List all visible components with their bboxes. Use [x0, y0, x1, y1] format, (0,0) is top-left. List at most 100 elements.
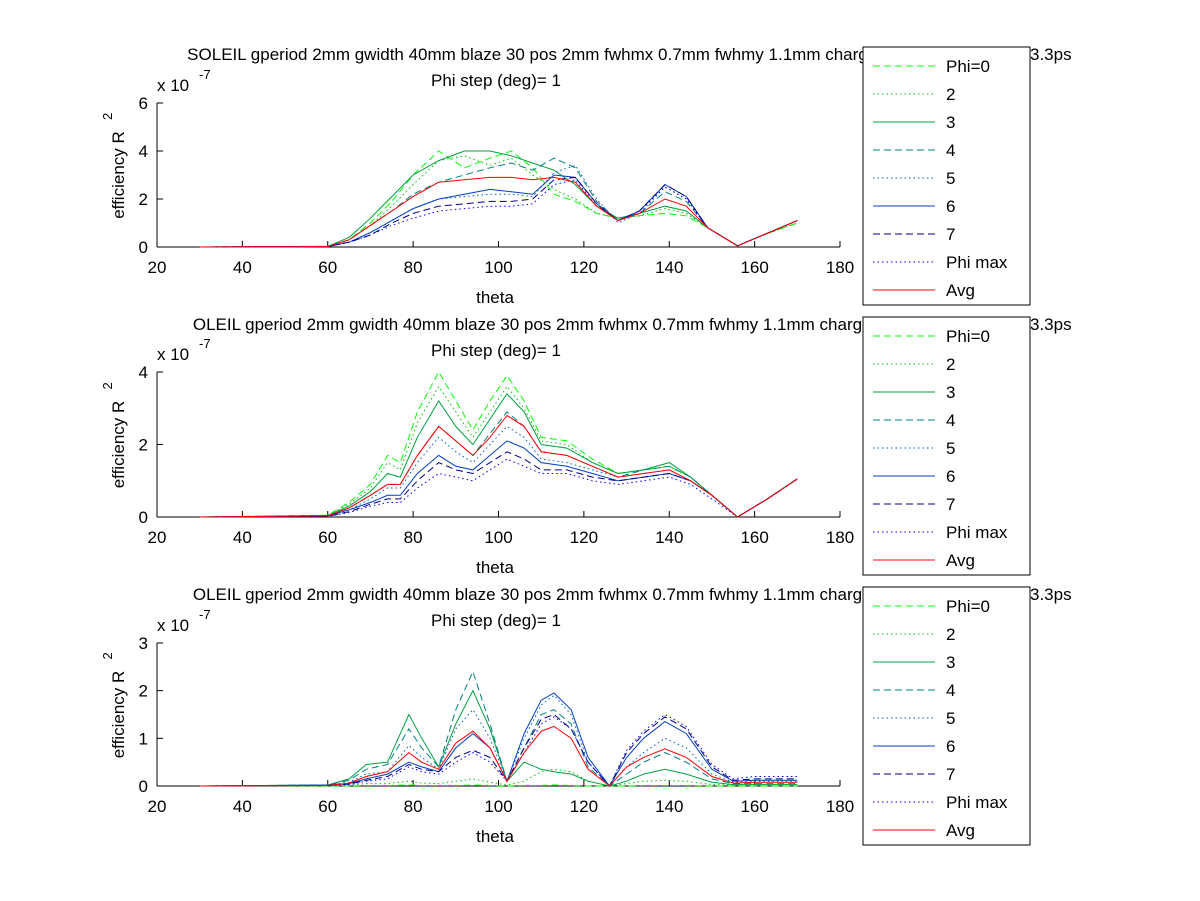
legend-entry: 6: [946, 737, 955, 756]
x-tick-label: 160: [740, 528, 768, 547]
chart-title: SOLEIL gperiod 2mm gwidth 40mm blaze 30 …: [187, 45, 901, 64]
legend-entry: 7: [946, 765, 955, 784]
y-tick-label: 2: [139, 682, 148, 701]
x-tick-label: 160: [740, 258, 768, 277]
x-tick-label: 180: [826, 258, 854, 277]
y-tick-label: 6: [139, 94, 148, 113]
chart-title-tail: 3.3ps: [1030, 585, 1072, 604]
x-tick-label: 140: [655, 797, 683, 816]
chart-title-tail: 3.3ps: [1030, 45, 1072, 64]
x-tick-label: 20: [148, 797, 167, 816]
chart-panel-1: SOLEIL gperiod 2mm gwidth 40mm blaze 30 …: [100, 45, 1072, 307]
chart-title: OLEIL gperiod 2mm gwidth 40mm blaze 30 p…: [193, 315, 895, 334]
y-axis-label-superscript: 2: [100, 652, 115, 659]
legend-entry: 4: [946, 681, 955, 700]
series-line-7: [199, 176, 798, 248]
y-exponent-power: -7: [199, 336, 211, 351]
series-line-9: [199, 414, 798, 518]
y-tick-label: 4: [139, 142, 148, 161]
chart-panel-2: OLEIL gperiod 2mm gwidth 40mm blaze 30 p…: [100, 315, 1072, 577]
series-line-8: [199, 458, 798, 518]
x-tick-label: 80: [404, 797, 423, 816]
series-line-1: [199, 784, 798, 787]
series-line-1: [199, 370, 798, 518]
y-axis-label: efficiency R: [109, 131, 128, 219]
x-tick-label: 160: [740, 797, 768, 816]
legend-box: [862, 46, 1031, 306]
x-tick-label: 120: [570, 528, 598, 547]
x-tick-label: 60: [318, 258, 337, 277]
legend-entry: 5: [946, 439, 955, 458]
legend-entry: 5: [946, 709, 955, 728]
legend-entry: Avg: [946, 821, 975, 840]
chart-panel-3: OLEIL gperiod 2mm gwidth 40mm blaze 30 p…: [100, 585, 1072, 846]
y-exponent-label: x 10: [157, 76, 189, 95]
series-line-6: [199, 440, 798, 518]
legend-entry: 4: [946, 411, 955, 430]
legend-entry: 3: [946, 383, 955, 402]
x-tick-label: 100: [484, 258, 512, 277]
x-tick-label: 80: [404, 528, 423, 547]
legend-entry: 7: [946, 225, 955, 244]
legend-entry: 3: [946, 113, 955, 132]
x-tick-label: 140: [655, 528, 683, 547]
x-tick-label: 60: [318, 528, 337, 547]
legend-entry: 3: [946, 653, 955, 672]
legend-entry: 2: [946, 625, 955, 644]
y-tick-label: 0: [139, 777, 148, 796]
legend-entry: 5: [946, 169, 955, 188]
series-line-2: [199, 155, 798, 248]
x-tick-label: 40: [233, 797, 252, 816]
y-axis-label: efficiency R: [109, 401, 128, 489]
legend-entry: 2: [946, 85, 955, 104]
chart-subtitle: Phi step (deg)= 1: [431, 341, 561, 360]
series-line-4: [199, 670, 798, 787]
x-tick-label: 120: [570, 258, 598, 277]
series-line-3: [199, 393, 798, 518]
series-line-9: [199, 176, 798, 248]
chart-title-tail: 3.3ps: [1030, 315, 1072, 334]
legend-entry: 4: [946, 141, 955, 160]
legend-entry: Phi=0: [946, 327, 990, 346]
legend-box: [862, 316, 1031, 576]
legend-entry: Avg: [946, 551, 975, 570]
series-line-4: [199, 157, 798, 248]
y-axis-label-superscript: 2: [100, 382, 115, 389]
x-tick-label: 60: [318, 797, 337, 816]
series-line-8: [199, 179, 798, 248]
legend-entry: Phi=0: [946, 57, 990, 76]
y-tick-label: 4: [139, 363, 148, 382]
x-axis-label: theta: [476, 558, 514, 577]
y-tick-label: 2: [139, 436, 148, 455]
y-tick-label: 3: [139, 634, 148, 653]
chart-title: OLEIL gperiod 2mm gwidth 40mm blaze 30 p…: [193, 585, 895, 604]
legend-entry: 7: [946, 495, 955, 514]
x-tick-label: 100: [484, 528, 512, 547]
y-axis-label-superscript: 2: [100, 113, 115, 120]
x-tick-label: 20: [148, 258, 167, 277]
legend-entry: 2: [946, 355, 955, 374]
y-exponent-power: -7: [199, 607, 211, 622]
y-tick-label: 1: [139, 729, 148, 748]
series-line-5: [199, 694, 798, 787]
y-exponent-power: -7: [199, 67, 211, 82]
legend-box: [862, 586, 1031, 846]
y-tick-label: 2: [139, 190, 148, 209]
series-line-1: [199, 150, 798, 248]
legend: Phi=0 2 3 4 5 6 7 Phi max Avg: [862, 46, 1031, 306]
legend: Phi=0 2 3 4 5 6 7 Phi max Avg: [862, 586, 1031, 846]
x-tick-label: 40: [233, 528, 252, 547]
y-exponent-label: x 10: [157, 616, 189, 635]
x-tick-label: 120: [570, 797, 598, 816]
x-tick-label: 80: [404, 258, 423, 277]
series-line-8: [199, 713, 798, 787]
x-tick-label: 40: [233, 258, 252, 277]
chart-subtitle: Phi step (deg)= 1: [431, 611, 561, 630]
legend-entry: Phi=0: [946, 597, 990, 616]
x-axis-label: theta: [476, 288, 514, 307]
y-axis-label: efficiency R: [109, 671, 128, 759]
series-line-9: [199, 725, 798, 787]
legend-entry: 6: [946, 197, 955, 216]
chart-subtitle: Phi step (deg)= 1: [431, 71, 561, 90]
